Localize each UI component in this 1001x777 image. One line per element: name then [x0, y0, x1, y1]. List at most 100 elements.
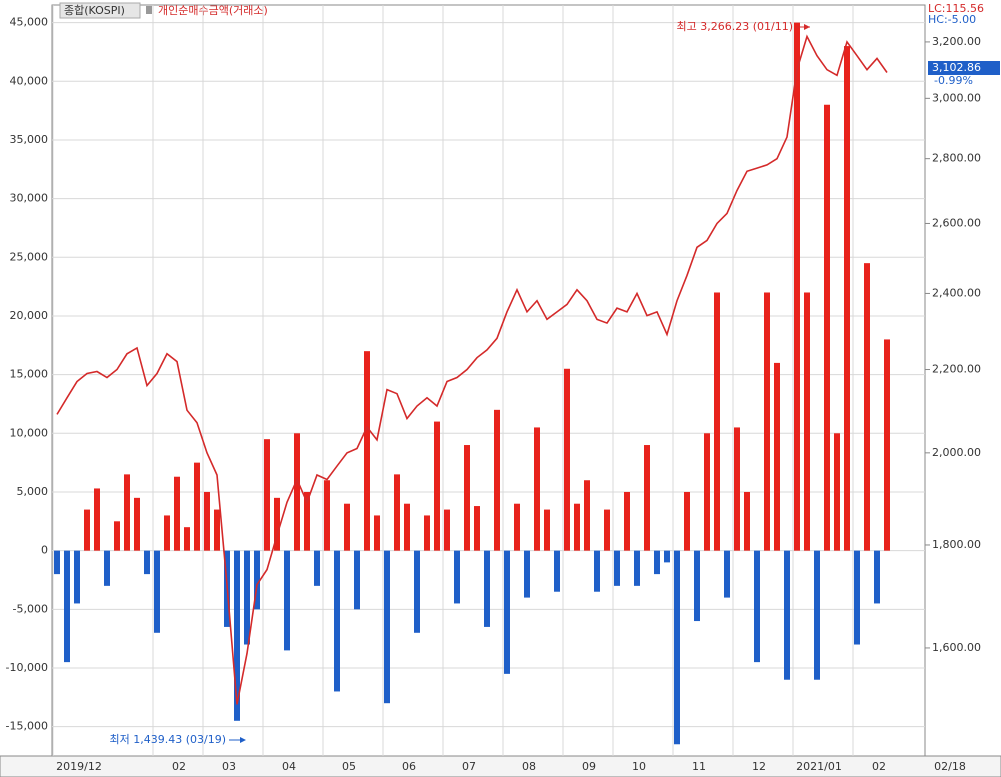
bar	[124, 474, 130, 551]
bar	[784, 550, 790, 680]
y-tick-label: 0	[41, 544, 48, 557]
legend-box	[59, 2, 141, 19]
y-tick-label: 10,000	[10, 426, 49, 439]
low-annotation: 최저 1,439.43 (03/19)	[109, 733, 226, 746]
y-tick-label: 5,000	[17, 485, 49, 498]
bar	[114, 521, 120, 551]
x-tick-label: 2019/12	[56, 760, 102, 773]
y2-tick-label: 1,800.00	[932, 538, 981, 551]
bar	[794, 22, 800, 551]
bar	[394, 474, 400, 551]
x-tick-label: 12	[752, 760, 766, 773]
bar	[244, 550, 250, 645]
bar	[204, 491, 210, 551]
y-tick-label: -15,000	[6, 720, 48, 733]
y2-tick-label: 2,800.00	[932, 152, 981, 165]
bar	[464, 445, 470, 551]
bar	[774, 362, 780, 551]
bar	[484, 550, 490, 627]
bar	[584, 480, 590, 551]
bar	[434, 421, 440, 551]
bar	[644, 445, 650, 551]
bar	[844, 46, 850, 551]
bar	[304, 491, 310, 551]
bar	[454, 550, 460, 604]
bar	[274, 497, 280, 551]
bar	[384, 550, 390, 704]
bar	[764, 292, 770, 551]
last-value-box	[928, 61, 1000, 75]
bar	[564, 368, 570, 551]
change-label: -0.99%	[934, 74, 973, 87]
bar	[74, 550, 80, 604]
bar	[544, 509, 550, 551]
bar	[234, 550, 240, 721]
bar	[414, 550, 420, 633]
x-tick-label: 11	[692, 760, 706, 773]
bar	[744, 491, 750, 551]
x-tick-label: 04	[282, 760, 296, 773]
y-tick-label: -5,000	[13, 602, 48, 615]
bar	[624, 491, 630, 551]
bar	[654, 550, 660, 575]
bar	[104, 550, 110, 586]
bar	[734, 427, 740, 551]
x-tick-label: 09	[582, 760, 596, 773]
bar	[824, 104, 830, 551]
y-tick-label: -10,000	[6, 661, 48, 674]
bar	[504, 550, 510, 674]
bar	[594, 550, 600, 592]
bar	[54, 550, 60, 575]
bar	[84, 509, 90, 551]
y2-tick-label: 2,400.00	[932, 286, 981, 299]
y2-tick-label: 2,600.00	[932, 216, 981, 229]
x-tick-label: 07	[462, 760, 476, 773]
bar	[864, 263, 870, 551]
bar	[334, 550, 340, 692]
bar	[404, 503, 410, 551]
bar	[144, 550, 150, 575]
y2-tick-label: 1,600.00	[932, 641, 981, 654]
bar	[264, 439, 270, 551]
bar	[344, 503, 350, 551]
y-tick-label: 15,000	[10, 368, 49, 381]
bar	[184, 527, 190, 551]
bar	[534, 427, 540, 551]
x-tick-label: 08	[522, 760, 536, 773]
bar	[364, 351, 370, 551]
bar	[804, 292, 810, 551]
bar	[704, 433, 710, 551]
bar	[524, 550, 530, 598]
bar	[424, 515, 430, 551]
y2-tick-label: 2,000.00	[932, 446, 981, 459]
y-tick-label: 30,000	[10, 192, 49, 205]
bar	[554, 550, 560, 592]
bar	[674, 550, 680, 745]
hc-label: HC:-5.00	[928, 13, 976, 26]
y2-tick-label: 2,200.00	[932, 363, 981, 376]
x-axis-strip	[0, 755, 1001, 777]
y-tick-label: 45,000	[10, 16, 49, 29]
bar	[164, 515, 170, 551]
x-tick-label: 06	[402, 760, 416, 773]
bar	[494, 409, 500, 551]
bar	[754, 550, 760, 663]
bar	[834, 433, 840, 551]
bar	[474, 506, 480, 551]
bar	[284, 550, 290, 651]
legend-label: 개인순매수금액(거래소)	[158, 4, 268, 17]
x-tick-label: 03	[222, 760, 236, 773]
bar	[64, 550, 70, 663]
bar	[574, 503, 580, 551]
high-annotation: 최고 3,266.23 (01/11)	[676, 20, 793, 33]
end-date-label: 02/18	[934, 760, 966, 773]
y-tick-label: 20,000	[10, 309, 49, 322]
bar	[854, 550, 860, 645]
bar	[874, 550, 880, 604]
bar	[514, 503, 520, 551]
bar	[214, 509, 220, 551]
bar	[194, 462, 200, 551]
low-arrowhead	[240, 737, 246, 743]
lc-label: LC:115.56	[928, 2, 984, 15]
